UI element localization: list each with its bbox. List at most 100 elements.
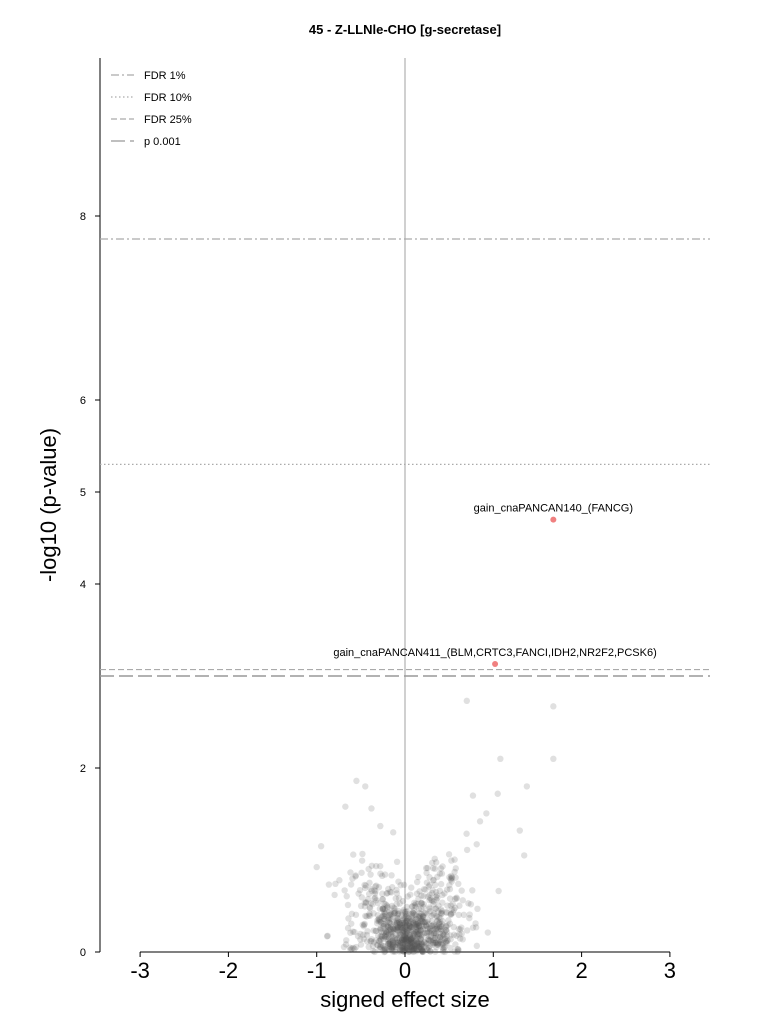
data-point (431, 855, 438, 862)
data-point (413, 921, 420, 928)
data-point (413, 938, 420, 945)
data-point (400, 924, 407, 931)
data-point (406, 922, 413, 929)
data-point (409, 903, 416, 910)
data-point (406, 922, 414, 930)
data-point (455, 925, 462, 933)
data-point (381, 948, 389, 955)
data-point (349, 875, 356, 882)
data-point (371, 890, 379, 897)
data-point (435, 919, 443, 927)
data-point (352, 873, 359, 880)
data-point (447, 932, 454, 939)
data-point (393, 917, 401, 925)
data-point (377, 944, 385, 951)
data-point (400, 933, 408, 941)
data-point (372, 927, 380, 935)
data-point (377, 933, 384, 940)
data-point (426, 924, 433, 932)
data-point (347, 946, 354, 953)
data-point (432, 905, 440, 912)
data-point (451, 856, 458, 863)
data-point (449, 909, 457, 916)
data-point (401, 932, 408, 940)
data-point (429, 922, 436, 929)
data-point (413, 940, 421, 948)
data-point (332, 880, 339, 888)
data-point (420, 913, 427, 920)
data-point (409, 909, 417, 917)
data-point (407, 891, 414, 898)
data-point (393, 919, 400, 926)
data-point (428, 912, 435, 920)
data-point (377, 918, 384, 925)
data-point (400, 928, 407, 935)
data-point (396, 900, 403, 907)
data-point (396, 943, 403, 950)
data-point (396, 947, 404, 954)
data-point (454, 948, 461, 955)
data-point (419, 925, 427, 933)
data-point (406, 940, 413, 948)
data-point (403, 927, 410, 934)
data-point (408, 912, 416, 920)
data-point (389, 930, 396, 937)
data-point (431, 939, 439, 947)
data-point (408, 903, 415, 910)
data-point (439, 948, 447, 955)
data-point (385, 940, 392, 947)
data-point (446, 874, 453, 881)
data-point (389, 938, 397, 945)
data-point (372, 883, 379, 890)
data-point (413, 926, 420, 933)
data-point (411, 940, 419, 948)
data-point (389, 942, 397, 950)
legend-label-1: FDR 10% (144, 92, 192, 104)
data-point (410, 910, 418, 917)
data-point (371, 895, 378, 902)
data-point (361, 899, 368, 906)
data-point (437, 909, 445, 916)
data-point (396, 919, 403, 926)
data-point (409, 934, 417, 941)
data-point (369, 942, 377, 950)
data-point (416, 946, 424, 953)
data-point (381, 913, 388, 920)
data-point (410, 945, 418, 952)
data-point (423, 940, 431, 948)
data-point (375, 884, 383, 891)
data-point (417, 926, 425, 934)
data-point (404, 914, 411, 922)
data-point (403, 944, 410, 951)
data-point (435, 933, 442, 941)
data-point (440, 946, 447, 953)
data-point (425, 920, 433, 928)
data-point (521, 852, 528, 859)
data-point (357, 941, 365, 948)
data-point (448, 910, 455, 917)
data-point (388, 910, 395, 918)
data-point (434, 941, 441, 948)
data-point (387, 925, 395, 933)
data-point (385, 927, 392, 934)
data-point (448, 874, 456, 882)
data-point (441, 948, 449, 956)
data-point (403, 918, 410, 925)
data-point (418, 905, 425, 912)
data-point (434, 894, 441, 902)
data-point (451, 868, 458, 876)
data-point (413, 942, 420, 950)
data-point (374, 917, 381, 924)
data-point (400, 935, 408, 943)
data-point (416, 913, 424, 920)
data-point (389, 937, 396, 944)
data-point (459, 936, 466, 943)
data-point (433, 914, 441, 921)
data-point (406, 937, 413, 944)
data-point (441, 935, 448, 943)
data-point (446, 920, 454, 927)
data-point (410, 930, 418, 937)
data-point (450, 906, 458, 914)
data-point (452, 941, 459, 948)
data-point (378, 933, 386, 940)
